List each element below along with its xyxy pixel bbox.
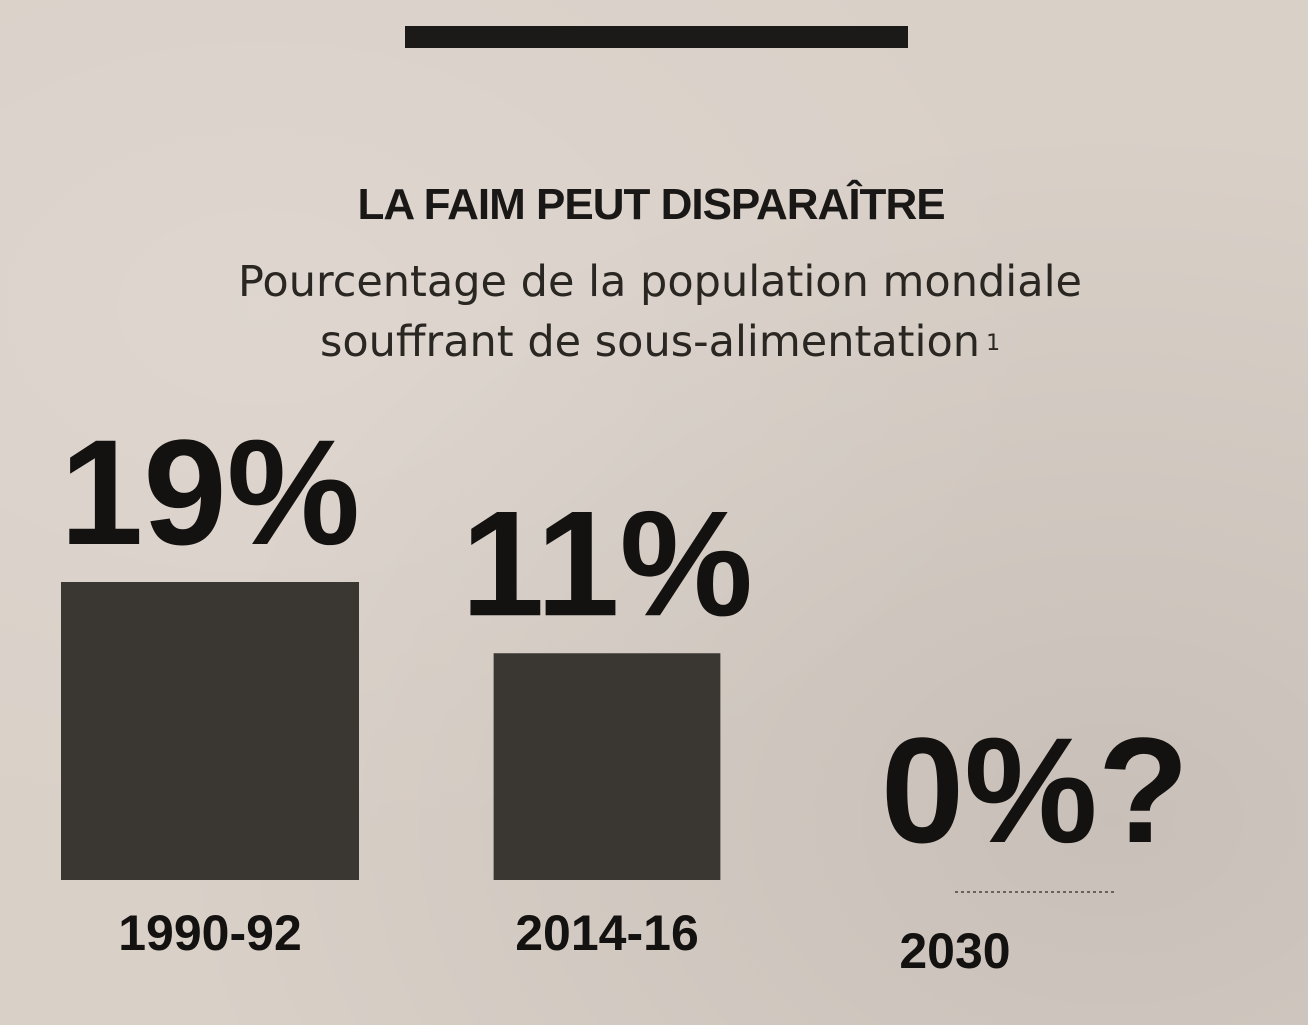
category-label-1990-92: 1990-92 <box>118 905 302 961</box>
category-label-2014-16: 2014-16 <box>515 905 699 961</box>
value-label-2014-16: 11% <box>461 479 753 647</box>
bar-2014-16 <box>493 653 721 880</box>
footnote-marker: 1 <box>986 331 1001 356</box>
chart-title: LA FAIM PEUT DISPARAÎTRE <box>357 180 945 229</box>
category-label-2030: 2030 <box>899 923 1010 979</box>
bar-1990-92 <box>61 582 359 880</box>
top-rule <box>405 26 908 48</box>
chart-subtitle: Pourcentage de la population mondiale so… <box>180 252 1140 372</box>
value-label-2030: 0%? <box>881 706 1189 874</box>
value-label-1990-92: 19% <box>60 408 360 576</box>
subtitle-text: Pourcentage de la population mondiale so… <box>238 257 1082 367</box>
